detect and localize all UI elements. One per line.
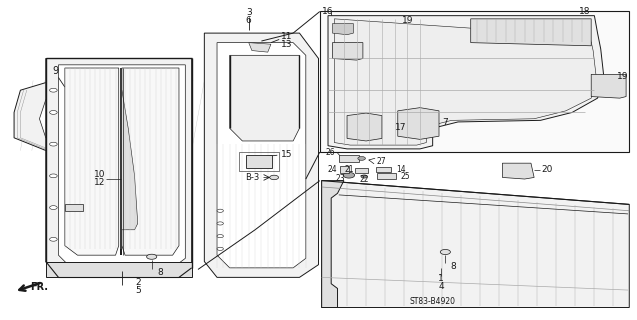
Polygon shape — [328, 16, 604, 149]
Bar — [339, 155, 359, 162]
Circle shape — [358, 156, 366, 160]
Text: 22: 22 — [359, 175, 369, 184]
Text: 25: 25 — [401, 172, 411, 181]
Circle shape — [217, 247, 224, 251]
Text: 10: 10 — [94, 170, 106, 179]
Bar — [340, 166, 349, 173]
Circle shape — [50, 174, 57, 178]
Text: 27: 27 — [377, 157, 387, 166]
Bar — [320, 11, 629, 152]
Polygon shape — [65, 68, 118, 255]
Bar — [376, 167, 391, 172]
Polygon shape — [347, 113, 382, 141]
Text: 21: 21 — [345, 165, 354, 174]
Bar — [240, 152, 278, 171]
Text: 17: 17 — [395, 123, 406, 132]
Text: 9: 9 — [52, 66, 59, 76]
Text: 24: 24 — [328, 165, 338, 174]
Text: 14: 14 — [396, 165, 406, 174]
Bar — [65, 204, 83, 211]
Text: ST83-B4920: ST83-B4920 — [410, 297, 455, 306]
Circle shape — [147, 254, 157, 259]
Polygon shape — [333, 43, 363, 60]
Text: 20: 20 — [541, 165, 553, 174]
Polygon shape — [248, 43, 271, 52]
Circle shape — [50, 237, 57, 241]
Circle shape — [217, 222, 224, 225]
Text: 13: 13 — [281, 40, 292, 49]
Polygon shape — [503, 163, 534, 179]
Polygon shape — [122, 68, 179, 255]
Polygon shape — [204, 33, 318, 277]
Circle shape — [440, 250, 450, 254]
Text: 12: 12 — [94, 178, 105, 187]
Polygon shape — [14, 81, 179, 150]
Circle shape — [269, 175, 278, 180]
Circle shape — [217, 235, 224, 238]
Polygon shape — [230, 55, 299, 141]
Text: 23: 23 — [336, 173, 345, 183]
Circle shape — [50, 142, 57, 146]
Text: 5: 5 — [135, 286, 141, 295]
Text: 26: 26 — [326, 148, 336, 157]
Text: 6: 6 — [246, 16, 252, 25]
Polygon shape — [46, 59, 192, 277]
Text: 11: 11 — [281, 32, 292, 41]
Text: 18: 18 — [579, 7, 590, 16]
Text: 19: 19 — [401, 16, 413, 25]
Polygon shape — [333, 24, 354, 35]
Text: 15: 15 — [281, 150, 292, 159]
Bar — [377, 173, 396, 179]
Polygon shape — [217, 43, 306, 268]
Text: 2: 2 — [135, 278, 141, 287]
Text: 19: 19 — [617, 72, 629, 81]
Text: 8: 8 — [450, 262, 456, 271]
Text: B-3: B-3 — [245, 173, 259, 182]
Polygon shape — [59, 65, 185, 268]
Circle shape — [361, 175, 368, 178]
Circle shape — [50, 206, 57, 210]
Bar — [355, 168, 368, 173]
Polygon shape — [397, 108, 439, 140]
Polygon shape — [334, 19, 596, 145]
Polygon shape — [120, 90, 138, 230]
Text: 7: 7 — [443, 118, 448, 127]
Polygon shape — [39, 97, 147, 141]
Text: 1: 1 — [438, 274, 444, 283]
Circle shape — [217, 209, 224, 212]
Polygon shape — [322, 180, 344, 308]
Text: 16: 16 — [322, 7, 334, 16]
Circle shape — [343, 172, 355, 178]
Polygon shape — [591, 74, 626, 98]
Polygon shape — [46, 261, 192, 277]
Circle shape — [50, 88, 57, 92]
Bar — [246, 155, 272, 168]
Text: 4: 4 — [438, 282, 444, 291]
Polygon shape — [471, 19, 591, 46]
Polygon shape — [322, 180, 629, 308]
Text: 8: 8 — [157, 268, 163, 277]
Text: FR.: FR. — [31, 282, 48, 292]
Text: 3: 3 — [246, 8, 252, 17]
Circle shape — [50, 110, 57, 114]
